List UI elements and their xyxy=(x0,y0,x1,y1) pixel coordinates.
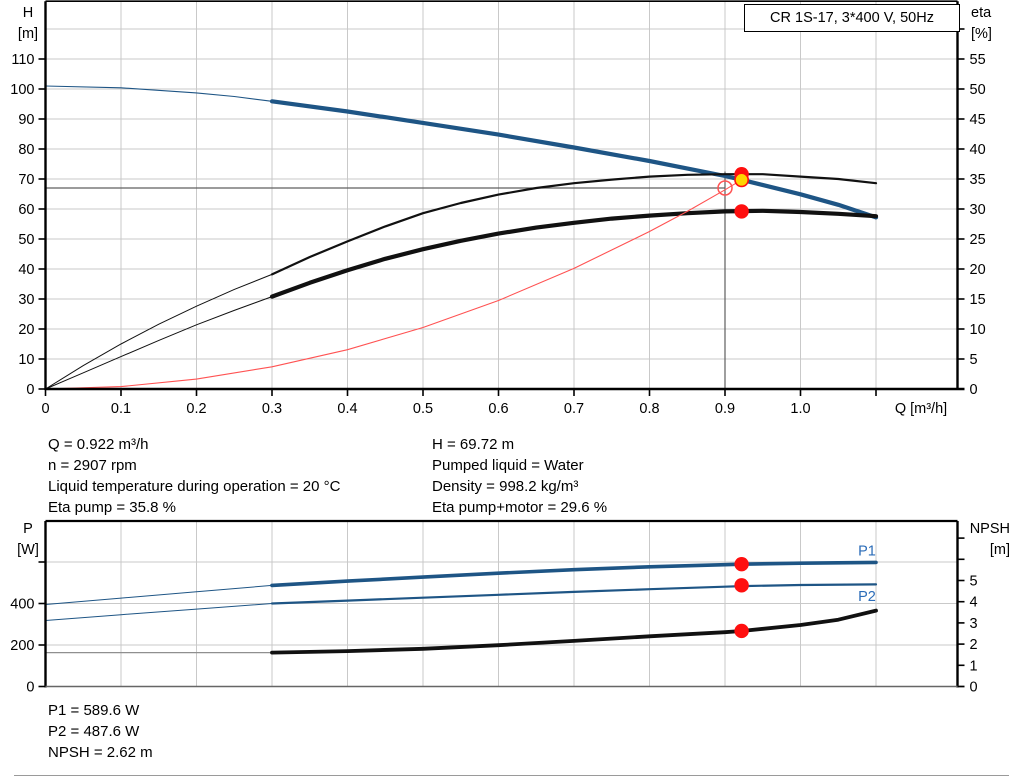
svg-text:4: 4 xyxy=(970,595,978,611)
chart-title-box: CR 1S-17, 3*400 V, 50Hz xyxy=(744,4,960,32)
svg-text:110: 110 xyxy=(11,52,34,68)
info-speed: n = 2907 rpm xyxy=(48,457,137,474)
svg-text:25: 25 xyxy=(970,232,986,248)
svg-text:400: 400 xyxy=(10,597,34,613)
svg-text:20: 20 xyxy=(970,262,986,278)
svg-text:0.6: 0.6 xyxy=(488,401,508,417)
info-liquid-temp: Liquid temperature during operation = 20… xyxy=(48,478,341,495)
svg-text:0: 0 xyxy=(26,680,34,696)
svg-text:80: 80 xyxy=(18,142,34,158)
svg-text:0.2: 0.2 xyxy=(186,401,206,417)
svg-text:30: 30 xyxy=(18,292,34,308)
svg-text:200: 200 xyxy=(10,638,34,654)
svg-text:20: 20 xyxy=(18,322,34,338)
svg-text:40: 40 xyxy=(18,262,34,278)
svg-text:50: 50 xyxy=(970,82,986,98)
svg-text:P2: P2 xyxy=(858,589,876,605)
svg-text:2: 2 xyxy=(970,637,978,653)
svg-text:40: 40 xyxy=(970,142,986,158)
power-info: P1 = 589.6 W P2 = 487.6 W NPSH = 2.62 m xyxy=(48,700,153,763)
hq-chart: 0 10 20 30 40 50 60 70 80 90 100 110 0 5 10 15 20 25 30 35 4… xyxy=(10,0,986,417)
info-pumped-liquid: Pumped liquid = Water xyxy=(432,457,584,474)
svg-text:1.0: 1.0 xyxy=(790,401,810,417)
svg-text:55: 55 xyxy=(970,52,986,68)
svg-text:0.3: 0.3 xyxy=(262,401,282,417)
info-p2: P2 = 487.6 W xyxy=(48,723,140,740)
svg-text:70: 70 xyxy=(18,172,34,188)
svg-text:0.5: 0.5 xyxy=(413,401,433,417)
p-axis-title: P [W] xyxy=(17,521,39,558)
svg-text:10: 10 xyxy=(970,322,986,338)
info-q: Q = 0.922 m³/h xyxy=(48,436,149,453)
info-npsh: NPSH = 2.62 m xyxy=(48,744,153,761)
info-head: H = 69.72 m xyxy=(432,436,515,453)
svg-text:0.1: 0.1 xyxy=(111,401,131,417)
info-eta-pump: Eta pump = 35.8 % xyxy=(48,499,176,516)
svg-text:50: 50 xyxy=(18,232,34,248)
svg-text:5: 5 xyxy=(970,574,978,590)
svg-text:35: 35 xyxy=(970,172,986,188)
eta-axis-title: eta [%] xyxy=(971,5,992,42)
svg-text:P1: P1 xyxy=(858,544,876,560)
svg-text:60: 60 xyxy=(18,202,34,218)
info-eta-pump-motor: Eta pump+motor = 29.6 % xyxy=(432,499,608,516)
power-npsh-chart: 0 200 400 0 1 2 3 4 5 P1 P2 xyxy=(10,519,978,696)
svg-text:1: 1 xyxy=(970,658,978,674)
svg-text:0.8: 0.8 xyxy=(639,401,659,417)
svg-text:100: 100 xyxy=(10,82,34,98)
svg-text:15: 15 xyxy=(970,292,986,308)
svg-text:45: 45 xyxy=(970,112,986,128)
chart-title: CR 1S-17, 3*400 V, 50Hz xyxy=(770,10,934,26)
svg-text:Q [m³/h]: Q [m³/h] xyxy=(895,401,947,417)
info-p1: P1 = 589.6 W xyxy=(48,702,140,719)
svg-text:0.9: 0.9 xyxy=(715,401,735,417)
svg-text:0: 0 xyxy=(41,401,49,417)
info-density: Density = 998.2 kg/m³ xyxy=(432,478,579,495)
svg-text:0.4: 0.4 xyxy=(337,401,357,417)
svg-text:10: 10 xyxy=(18,352,34,368)
svg-text:5: 5 xyxy=(970,352,978,368)
footer-divider xyxy=(14,775,1009,776)
svg-text:0: 0 xyxy=(970,382,978,398)
svg-text:0.7: 0.7 xyxy=(564,401,584,417)
svg-text:0: 0 xyxy=(970,680,978,696)
svg-text:90: 90 xyxy=(18,112,34,128)
npsh-axis-title: NPSH [m] xyxy=(969,521,1010,558)
svg-text:3: 3 xyxy=(970,616,978,632)
duty-info-right: H = 69.72 m Pumped liquid = Water Densit… xyxy=(432,434,607,518)
duty-info-left: Q = 0.922 m³/h n = 2907 rpm Liquid tempe… xyxy=(48,434,340,518)
svg-text:30: 30 xyxy=(970,202,986,218)
h-axis-title: H [m] xyxy=(17,5,39,42)
svg-text:0: 0 xyxy=(26,382,34,398)
